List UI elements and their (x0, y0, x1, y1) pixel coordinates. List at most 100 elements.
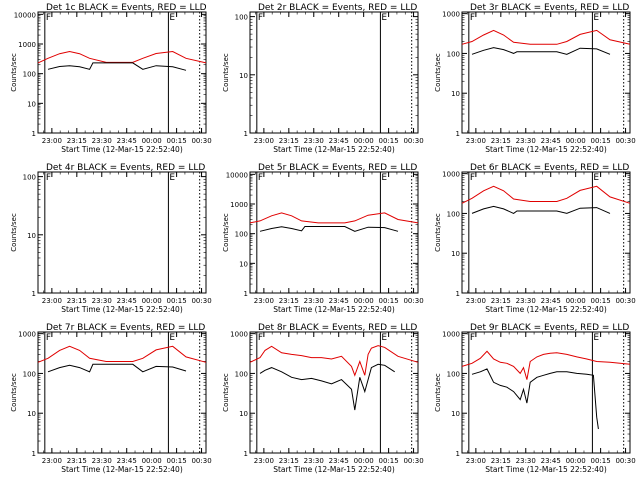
series-line-events (47, 62, 187, 71)
y-tick-label: 1000 (18, 41, 36, 49)
x-tick-label: 00:00 (354, 457, 374, 465)
y-tick-label: 1 (32, 290, 36, 298)
panel-title: Det 9r BLACK = Events, RED = LLD (470, 323, 629, 333)
x-tick-label: 00:00 (566, 457, 586, 465)
x-tick-label: 23:15 (279, 137, 299, 145)
x-axis-label: Start Time (12-Mar-15 22:52:40) (485, 465, 607, 474)
y-tick-label: 100 (23, 370, 36, 378)
y-tick-label: 1 (244, 450, 248, 458)
y-axis-label: Counts/sec (10, 53, 18, 92)
x-tick-label: 23:30 (516, 137, 536, 145)
x-tick-label: 23:45 (329, 137, 349, 145)
panel-title: Det 3r BLACK = Events, RED = LLD (470, 3, 629, 13)
y-axis-label: Counts/sec (222, 53, 230, 92)
y-tick-label: 10 (27, 410, 36, 418)
x-tick-label: 23:15 (491, 457, 511, 465)
marker-label-E: E (593, 173, 599, 183)
plot-frame (37, 171, 207, 294)
marker-label-E: E (381, 173, 387, 183)
x-tick-label: 23:00 (42, 297, 62, 305)
x-axis-label: Start Time (12-Mar-15 22:52:40) (485, 145, 607, 154)
y-tick-label: 1 (244, 290, 248, 298)
marker-label-F: F (258, 333, 263, 343)
x-tick-label: 23:45 (117, 297, 137, 305)
x-tick-label: 00:30 (403, 137, 423, 145)
plot-frame (461, 171, 631, 294)
x-tick-label: 23:15 (279, 457, 299, 465)
marker-label-F: F (470, 333, 475, 343)
marker-label-E: E (593, 333, 599, 343)
y-tick-label: 1 (456, 130, 460, 138)
y-tick-label: 10 (451, 410, 460, 418)
marker-label-E: E (169, 13, 175, 23)
y-tick-label: 10 (239, 260, 248, 268)
x-tick-label: 23:45 (117, 457, 137, 465)
x-tick-label: 00:15 (379, 457, 399, 465)
panel-title: Det 1c BLACK = Events, RED = LLD (46, 3, 207, 13)
marker-label-F: F (46, 13, 51, 23)
marker-label-F: F (46, 173, 51, 183)
x-tick-label: 23:30 (92, 137, 112, 145)
x-tick-label: 23:30 (304, 457, 324, 465)
x-tick-label: 23:45 (541, 457, 561, 465)
x-axis-label: Start Time (12-Mar-15 22:52:40) (61, 465, 183, 474)
x-tick-label: 23:00 (254, 137, 274, 145)
series-line-lld (37, 50, 207, 64)
plot-frame (249, 171, 419, 294)
x-tick-label: 23:15 (67, 457, 87, 465)
x-axis-label: Start Time (12-Mar-15 22:52:40) (61, 145, 183, 154)
y-axis-label: Counts/sec (10, 213, 18, 252)
y-axis-label: Counts/sec (222, 373, 230, 412)
series-line-events (47, 363, 187, 373)
plot-frame (461, 11, 631, 134)
panel-4: Det 4r BLACK = Events, RED = LLD 1 10 100 23… (10, 163, 212, 314)
series-line-lld (249, 345, 419, 377)
series-line-events (471, 205, 611, 214)
x-tick-label: 23:15 (67, 297, 87, 305)
x-tick-label: 23:30 (516, 457, 536, 465)
x-tick-label: 00:30 (403, 457, 423, 465)
marker-label-E: E (381, 13, 387, 23)
panel-5: Det 5r BLACK = Events, RED = LLD 1 10 100 10… (222, 163, 424, 314)
x-tick-label: 00:15 (379, 297, 399, 305)
x-tick-label: 23:15 (279, 297, 299, 305)
x-tick-label: 23:45 (329, 457, 349, 465)
y-axis-label: Counts/sec (434, 213, 442, 252)
x-tick-label: 00:15 (591, 137, 611, 145)
y-tick-label: 100 (235, 231, 248, 239)
panel-1: Det 1c BLACK = Events, RED = LLD 1 10 100 10… (10, 3, 212, 154)
y-axis-label: Counts/sec (222, 213, 230, 252)
marker-label-E: E (381, 333, 387, 343)
x-tick-label: 23:15 (491, 297, 511, 305)
marker-label-F: F (258, 13, 263, 23)
y-tick-label: 1000 (230, 331, 248, 339)
x-tick-label: 00:30 (615, 297, 635, 305)
x-tick-label: 23:15 (491, 137, 511, 145)
panel-title: Det 4r BLACK = Events, RED = LLD (46, 163, 205, 173)
x-tick-label: 00:15 (167, 137, 187, 145)
x-tick-label: 00:30 (615, 457, 635, 465)
x-tick-label: 23:30 (304, 137, 324, 145)
x-tick-label: 00:15 (591, 297, 611, 305)
y-tick-label: 100 (447, 210, 460, 218)
plot-frame (249, 11, 419, 134)
panel-title: Det 7r BLACK = Events, RED = LLD (46, 323, 205, 333)
y-tick-label: 1000 (442, 171, 460, 179)
x-tick-label: 00:00 (142, 457, 162, 465)
panel-3: Det 3r BLACK = Events, RED = LLD 1 10 100 10… (434, 3, 636, 154)
y-tick-label: 1 (32, 450, 36, 458)
x-tick-label: 23:30 (516, 297, 536, 305)
x-tick-label: 23:30 (92, 297, 112, 305)
x-tick-label: 00:30 (615, 137, 635, 145)
x-tick-label: 00:30 (403, 297, 423, 305)
y-tick-label: 1000 (18, 331, 36, 339)
series-line-events (471, 368, 599, 430)
x-tick-label: 00:00 (354, 137, 374, 145)
marker-label-F: F (46, 333, 51, 343)
x-tick-label: 00:15 (167, 457, 187, 465)
y-tick-label: 10000 (14, 11, 36, 19)
x-axis-label: Start Time (12-Mar-15 22:52:40) (273, 305, 395, 314)
x-tick-label: 23:30 (304, 297, 324, 305)
series-line-events (471, 47, 611, 55)
x-tick-label: 23:00 (42, 137, 62, 145)
